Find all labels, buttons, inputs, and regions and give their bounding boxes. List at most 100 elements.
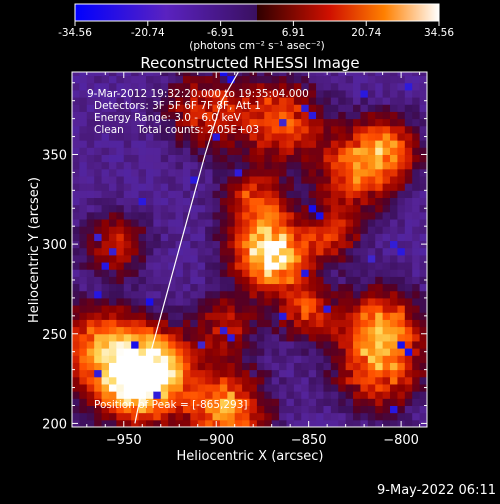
heatmap-cell xyxy=(367,326,376,335)
heatmap-cell xyxy=(249,140,258,148)
heatmap-cell xyxy=(175,333,184,342)
heatmap-cell xyxy=(286,383,295,392)
heatmap-cell xyxy=(390,254,398,263)
heatmap-cell xyxy=(404,118,413,127)
heatmap-cell xyxy=(360,376,369,385)
heatmap-cell xyxy=(212,376,221,385)
heatmap-cell xyxy=(382,211,391,220)
heatmap-cell xyxy=(390,369,398,378)
heatmap-cell xyxy=(308,376,317,385)
heatmap-cell xyxy=(316,168,324,177)
heatmap-cell xyxy=(160,326,169,335)
heatmap-cell xyxy=(242,89,250,98)
heatmap-cell xyxy=(79,283,88,292)
heatmap-cell xyxy=(316,161,324,170)
heatmap-cell xyxy=(212,283,221,292)
heatmap-cell xyxy=(308,319,317,328)
heatmap-cell xyxy=(264,219,273,227)
heatmap-cell xyxy=(308,247,317,256)
heatmap-cell xyxy=(390,276,398,285)
heatmap-cell xyxy=(72,147,80,155)
heatmap-cell xyxy=(293,72,302,77)
heatmap-cell xyxy=(182,340,191,349)
heatmap-cell xyxy=(390,190,398,198)
heatmap-cell xyxy=(323,89,332,98)
heatmap-cell xyxy=(72,89,80,98)
heatmap-cell xyxy=(397,240,406,249)
heatmap-cell xyxy=(353,175,361,184)
heatmap-cell xyxy=(108,211,117,220)
heatmap-cell xyxy=(249,161,258,170)
heatmap-cell xyxy=(367,333,376,342)
heatmap-cell xyxy=(390,412,398,421)
heatmap-cell xyxy=(345,204,354,213)
heatmap-cell xyxy=(390,333,398,342)
heatmap-cell xyxy=(264,362,273,371)
heatmap-cell xyxy=(227,247,236,256)
heatmap-cell xyxy=(412,262,421,270)
heatmap-cell xyxy=(271,319,280,328)
heatmap-cell xyxy=(153,82,162,91)
heatmap-cell xyxy=(264,297,273,306)
heatmap-cell xyxy=(360,297,369,306)
heatmap-cell xyxy=(316,111,324,120)
heatmap-cell xyxy=(145,154,154,163)
heatmap-cell xyxy=(86,97,95,105)
heatmap-cell xyxy=(219,211,228,220)
heatmap-cell xyxy=(175,204,184,213)
heatmap-cell xyxy=(242,290,250,299)
heatmap-cell xyxy=(264,154,273,163)
heatmap-cell xyxy=(182,190,191,198)
heatmap-cell xyxy=(86,75,95,84)
heatmap-cell xyxy=(242,247,250,256)
heatmap-cell xyxy=(175,326,184,335)
heatmap-cell xyxy=(94,312,103,320)
heatmap-cell xyxy=(212,118,221,127)
heatmap-cell xyxy=(301,254,310,263)
heatmap-cell xyxy=(108,168,117,177)
heatmap-cell xyxy=(212,305,221,313)
heatmap-cell xyxy=(353,412,361,421)
colorbar-gradient xyxy=(74,3,440,22)
heatmap-cell xyxy=(308,262,317,270)
heatmap-cell xyxy=(353,197,361,206)
heatmap-cell xyxy=(271,333,280,342)
heatmap-cell xyxy=(242,175,250,184)
heatmap-cell xyxy=(116,340,125,349)
heatmap-cell xyxy=(375,369,384,378)
heatmap-cell xyxy=(123,104,132,112)
heatmap-cell xyxy=(286,219,295,227)
heatmap-cell xyxy=(404,319,413,328)
heatmap-cell xyxy=(330,376,339,385)
heatmap-cell xyxy=(382,97,391,105)
heatmap-cell xyxy=(293,183,302,191)
heatmap-cell xyxy=(160,340,169,349)
heatmap-cell xyxy=(353,398,361,406)
heatmap-cell xyxy=(138,104,147,112)
heatmap-cell xyxy=(116,254,125,263)
heatmap-cell xyxy=(168,333,177,342)
heatmap-cell xyxy=(79,305,88,313)
heatmap-cell xyxy=(279,82,287,91)
heatmap-cell xyxy=(390,262,398,270)
heatmap-cell xyxy=(94,376,103,385)
heatmap-cell xyxy=(316,297,324,306)
heatmap-cell xyxy=(190,262,199,270)
heatmap-cell xyxy=(382,405,391,414)
heatmap-cell xyxy=(367,383,376,392)
heatmap-cell xyxy=(308,219,317,227)
heatmap-cell xyxy=(345,154,354,163)
heatmap-cell xyxy=(168,412,177,421)
heatmap-cell xyxy=(160,312,169,320)
heatmap-cell xyxy=(390,240,398,249)
heatmap-cell xyxy=(123,340,132,349)
heatmap-cell xyxy=(330,405,339,414)
heatmap-cell xyxy=(397,75,406,84)
heatmap-cell xyxy=(116,283,125,292)
heatmap-cell xyxy=(145,175,154,184)
heatmap-cell xyxy=(79,269,88,277)
heatmap-cell xyxy=(375,226,384,234)
heatmap-cell xyxy=(419,283,427,292)
heatmap-cell xyxy=(79,132,88,141)
heatmap-cell xyxy=(160,376,169,385)
